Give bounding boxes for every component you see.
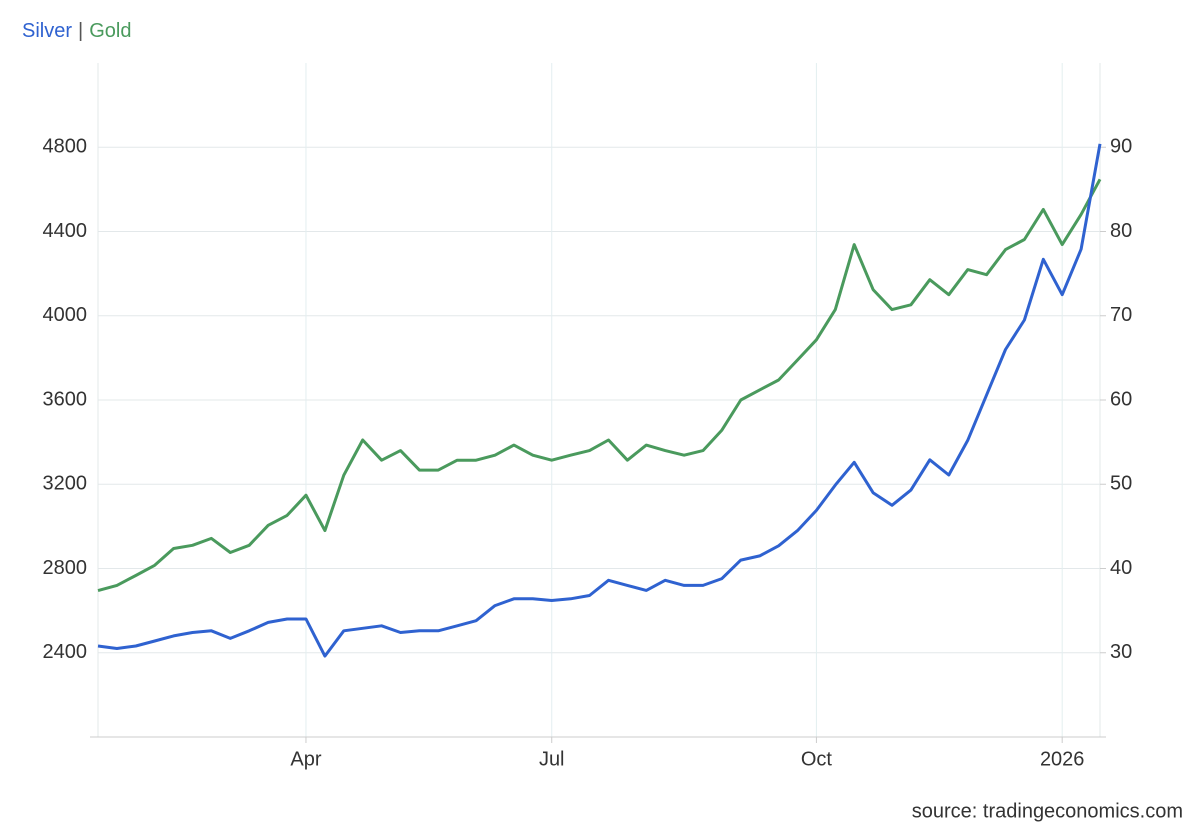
y2-tick-label: 80 [1110,220,1132,242]
line-series [97,143,1102,658]
y-tick-label: 3200 [43,473,88,495]
y-tick-label: 4000 [43,304,88,326]
x-tick-label: Oct [801,748,833,770]
y2-tick-label: 60 [1110,388,1132,410]
y2-tick-label: 30 [1110,641,1132,663]
x-tick-label: 2026 [1040,748,1085,770]
y-tick-label: 4400 [43,220,88,242]
y2-tick-label: 70 [1110,304,1132,326]
y2-tick-label: 40 [1110,557,1132,579]
y-tick-label: 2400 [43,641,88,663]
legend-entry: Gold [89,20,131,42]
source: source: tradingeconomics.com [912,800,1183,822]
y-tick-label: 3600 [43,388,88,410]
line-series [97,178,1102,593]
y-tick-label: 2800 [43,557,88,579]
x-tick-label: Jul [539,748,565,770]
y-tick-label: 4800 [43,136,88,158]
y2-tick-label: 90 [1110,136,1132,158]
x-tick-label: Apr [290,748,321,770]
legend-separator: | [78,20,83,42]
y2-tick-label: 50 [1110,473,1132,495]
legend: Silver | Gold [22,20,131,42]
legend-entry: Silver [22,20,72,42]
